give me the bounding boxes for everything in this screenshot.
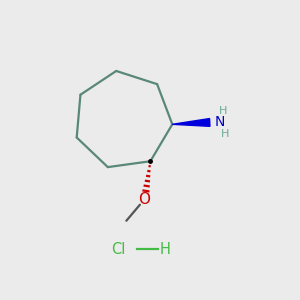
Text: H: H <box>219 106 227 116</box>
Text: H: H <box>220 129 229 139</box>
Text: N: N <box>214 116 225 129</box>
Text: Cl: Cl <box>111 242 126 256</box>
Text: O: O <box>138 192 150 207</box>
Text: H: H <box>160 242 170 256</box>
Polygon shape <box>172 118 210 126</box>
